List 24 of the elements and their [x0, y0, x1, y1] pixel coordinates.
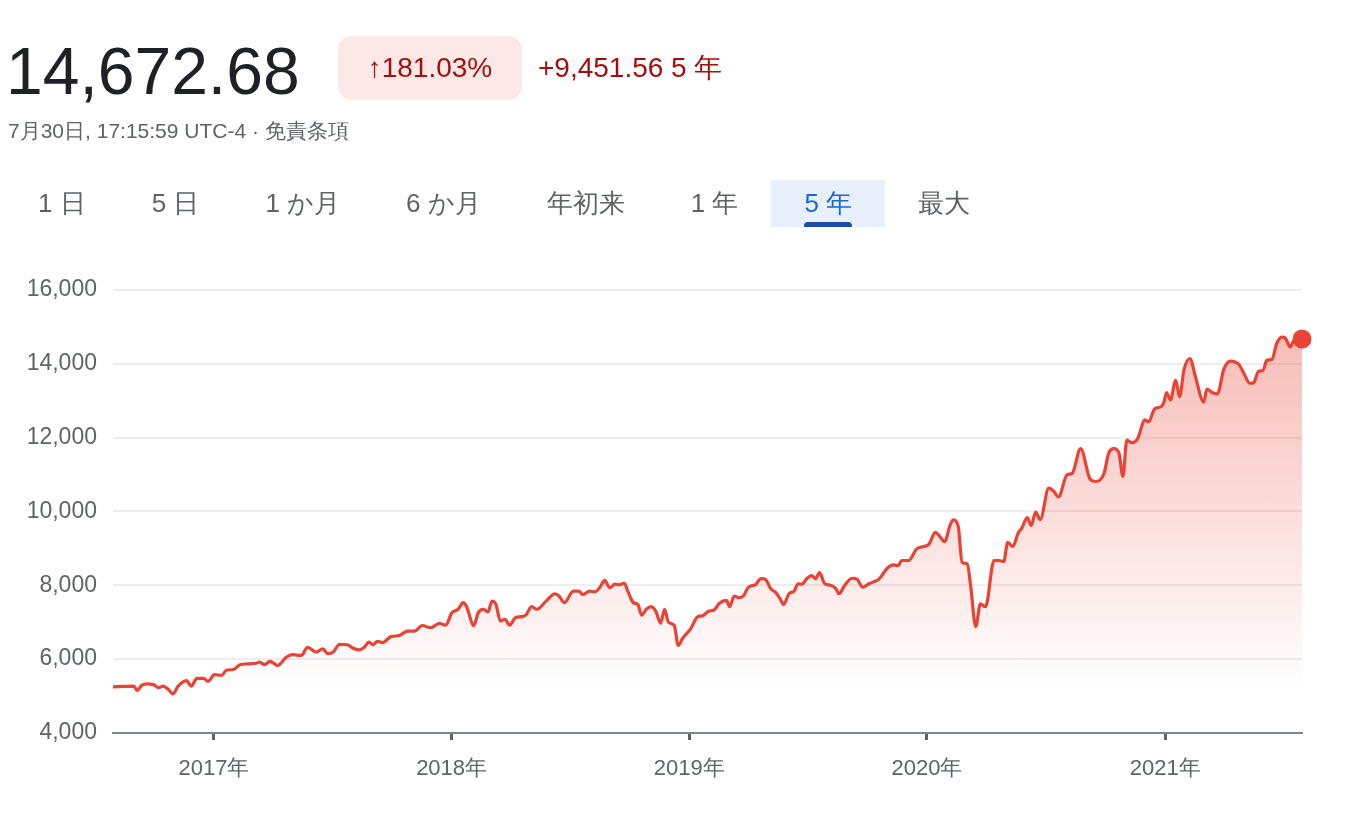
x-tick-label: 2020年	[891, 755, 963, 781]
x-tick-label: 2021年	[1129, 755, 1201, 781]
text: 1 年	[689, 187, 740, 220]
text: 5 日	[150, 187, 201, 220]
text: 1 か月	[264, 187, 342, 220]
percent-badge: ↑181.03%	[338, 36, 522, 100]
y-tick-label: 6,000	[39, 644, 97, 671]
text: 最大	[917, 187, 972, 220]
selected-tab: 5 年	[771, 180, 886, 227]
y-tick-label: 16,000	[26, 275, 97, 302]
chart-subtitle: 7月30日, 17:15:59 UTC-4 · 免責条項	[8, 118, 349, 144]
y-tick-label: 10,000	[26, 496, 97, 523]
y-tick-label: 14,000	[26, 349, 97, 376]
text: 6 か月	[405, 187, 482, 220]
text: 1 日	[37, 187, 87, 220]
x-tick-label: 2018年	[416, 755, 488, 781]
y-tick-label: 12,000	[26, 422, 97, 449]
y-tick-label: 4,000	[39, 718, 97, 745]
x-tick-label: 2019年	[653, 755, 725, 781]
y-tick-label: 8,000	[39, 570, 97, 597]
text: 年初来	[545, 187, 626, 220]
x-tick-label: 2017年	[178, 755, 250, 781]
chart-title: 14,672.68	[6, 34, 300, 108]
text: +9,451.56 5 年	[538, 51, 723, 85]
